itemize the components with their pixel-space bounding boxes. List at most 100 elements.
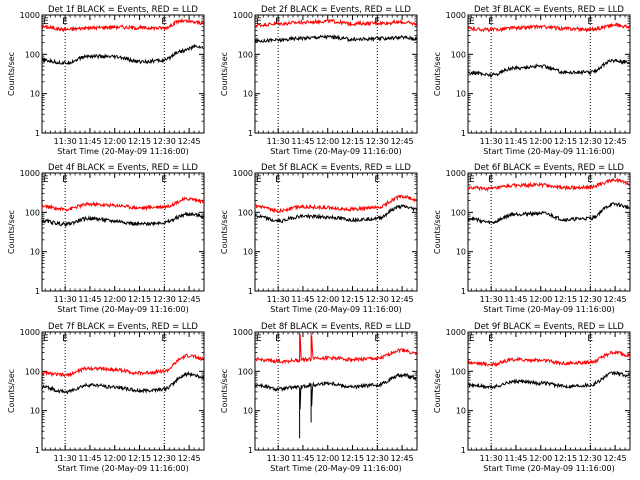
chart-title: Det 5f BLACK = Events, RED = LLD — [261, 163, 411, 173]
y-tick-label: 100 — [451, 208, 466, 217]
y-tick-label: 10 — [243, 407, 253, 416]
y-axis-label: Counts/sec — [433, 52, 442, 96]
x-tick-label: 12:15 — [128, 454, 151, 463]
plot-frame — [41, 14, 205, 134]
y-tick-label: 10 — [30, 407, 40, 416]
x-tick-label: 12:00 — [316, 454, 339, 463]
y-tick-label: 100 — [451, 367, 466, 376]
x-tick-label: 11:45 — [504, 454, 527, 463]
x-tick-label: 12:45 — [178, 137, 201, 146]
x-tick-label: 12:00 — [316, 295, 339, 304]
y-tick-label: 1000 — [233, 11, 253, 20]
y-axis-label: Counts/sec — [433, 369, 442, 413]
x-tick-label: 12:30 — [579, 137, 602, 146]
y-tick-label: 10 — [243, 90, 253, 99]
marker-label: E — [161, 17, 167, 27]
y-tick-label: 100 — [25, 208, 40, 217]
series-line-1 — [41, 196, 204, 212]
marker-label: E — [43, 334, 49, 344]
x-tick-label: 12:00 — [103, 137, 126, 146]
x-tick-label: 12:15 — [341, 137, 364, 146]
plot-frame — [41, 331, 205, 451]
plot-frame — [467, 331, 631, 451]
x-tick-label: 11:30 — [54, 137, 77, 146]
series-line-2 — [254, 204, 417, 224]
x-tick-label: 12:45 — [604, 137, 627, 146]
chart-title: Det 7f BLACK = Events, RED = LLD — [48, 322, 198, 332]
y-tick-label: 10 — [30, 248, 40, 257]
x-tick-label: 12:30 — [579, 295, 602, 304]
series-line-2 — [41, 370, 204, 395]
y-tick-label: 10 — [456, 407, 466, 416]
x-axis-label: Start Time (20-May-09 11:16:00) — [57, 305, 188, 314]
y-tick-label: 10 — [30, 90, 40, 99]
y-tick-label: 1 — [248, 287, 253, 296]
x-tick-label: 12:30 — [579, 454, 602, 463]
y-axis-label: Counts/sec — [433, 210, 442, 254]
y-tick-label: 1 — [35, 446, 40, 455]
x-tick-label: 11:30 — [54, 295, 77, 304]
y-tick-label: 1000 — [446, 11, 466, 20]
x-tick-label: 12:00 — [316, 137, 339, 146]
series-line-1 — [467, 349, 630, 368]
marker-label: E — [256, 175, 262, 185]
chart-title: Det 2f BLACK = Events, RED = LLD — [261, 5, 411, 15]
y-tick-label: 100 — [238, 208, 253, 217]
y-tick-label: 1 — [461, 129, 466, 138]
marker-label: E — [469, 17, 475, 27]
chart-title: Det 1f BLACK = Events, RED = LLD — [48, 5, 198, 15]
marker-label: E — [374, 175, 380, 185]
marker-label: E — [62, 17, 68, 27]
chart-title: Det 6f BLACK = Events, RED = LLD — [474, 163, 624, 173]
marker-label: E — [256, 334, 262, 344]
chart-panel-9: Det 9f BLACK = Events, RED = LLD 1 10 100 10… — [433, 322, 631, 473]
series-line-1 — [254, 18, 417, 28]
marker-label: E — [488, 17, 494, 27]
y-tick-label: 100 — [238, 50, 253, 59]
y-tick-label: 1000 — [233, 169, 253, 178]
series-line-1 — [467, 177, 630, 192]
series-line-1 — [254, 332, 417, 365]
marker-label: E — [275, 334, 281, 344]
chart-panel-8: Det 8f BLACK = Events, RED = LLD 1 10 100 10… — [220, 322, 418, 473]
x-tick-label: 11:45 — [78, 137, 101, 146]
x-axis-label: Start Time (20-May-09 11:16:00) — [270, 305, 401, 314]
marker-label: E — [587, 17, 593, 27]
x-tick-label: 12:15 — [554, 454, 577, 463]
x-tick-label: 12:45 — [391, 295, 414, 304]
x-tick-label: 12:45 — [391, 454, 414, 463]
y-tick-label: 100 — [25, 50, 40, 59]
y-tick-label: 1000 — [20, 169, 40, 178]
marker-label: E — [488, 334, 494, 344]
x-tick-label: 11:30 — [480, 295, 503, 304]
y-tick-label: 1000 — [446, 328, 466, 337]
x-tick-label: 12:00 — [529, 454, 552, 463]
y-tick-label: 10 — [456, 248, 466, 257]
x-tick-label: 11:30 — [267, 137, 290, 146]
x-tick-label: 12:00 — [103, 295, 126, 304]
x-tick-label: 12:30 — [366, 137, 389, 146]
x-tick-label: 12:15 — [554, 137, 577, 146]
chart-title: Det 9f BLACK = Events, RED = LLD — [474, 322, 624, 332]
plot-frame — [467, 14, 631, 134]
chart-panel-1: Det 1f BLACK = Events, RED = LLD 1 10 100 10… — [7, 5, 205, 156]
x-tick-label: 11:30 — [480, 454, 503, 463]
series-line-2 — [41, 211, 204, 227]
x-tick-label: 12:45 — [391, 137, 414, 146]
x-tick-label: 12:30 — [153, 295, 176, 304]
marker-label: E — [488, 175, 494, 185]
x-tick-label: 11:45 — [291, 295, 314, 304]
x-axis-label: Start Time (20-May-09 11:16:00) — [483, 305, 614, 314]
chart-panel-3: Det 3f BLACK = Events, RED = LLD 1 10 100 10… — [433, 5, 631, 156]
chart-panel-5: Det 5f BLACK = Events, RED = LLD 1 10 100 10… — [220, 163, 418, 314]
x-tick-label: 12:00 — [529, 137, 552, 146]
marker-label: E — [161, 175, 167, 185]
chart-panel-7: Det 7f BLACK = Events, RED = LLD 1 10 100 10… — [7, 322, 205, 473]
x-tick-label: 12:45 — [604, 295, 627, 304]
x-tick-label: 12:00 — [103, 454, 126, 463]
marker-label: E — [256, 17, 262, 27]
x-tick-label: 12:30 — [366, 454, 389, 463]
x-tick-label: 11:30 — [267, 454, 290, 463]
y-tick-label: 1000 — [233, 328, 253, 337]
x-tick-label: 11:30 — [267, 295, 290, 304]
